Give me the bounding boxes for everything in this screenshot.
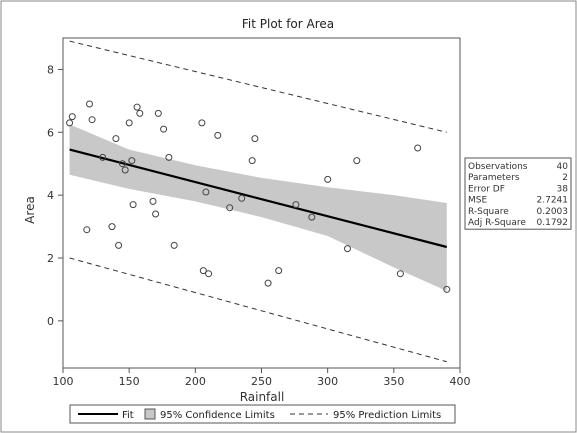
x-tick-label: 150 [119,375,140,388]
data-point [128,157,136,165]
data-point [165,153,173,161]
fit-line [69,148,448,249]
x-tick-label: 100 [53,375,74,388]
stats-value: 0.2003 [537,207,569,217]
x-tick-label: 250 [251,375,272,388]
data-point [129,201,137,209]
data-point [202,188,210,196]
stats-label: MSE [468,196,487,206]
data-point [112,135,120,143]
prediction-limit-lower [69,257,447,363]
data-point [86,100,93,108]
data-point [324,175,332,183]
stats-value: 40 [557,162,569,172]
data-point [160,125,168,133]
prediction-limit-upper [69,40,447,133]
fit-statistics-table: Observations 40 Parameters 2 Error DF 38 MSE 2.… [464,157,572,230]
data-point [251,135,259,143]
data-point [414,144,422,152]
stats-label: Adj R-Square [468,218,526,228]
data-point [170,241,178,249]
y-tick-label: 8 [47,63,54,76]
stats-label: Error DF [468,184,505,194]
data-point [136,109,144,117]
stats-label: R-Square [468,207,509,217]
data-point [152,210,160,218]
stats-box-border [464,157,572,230]
y-axis-title: Area [23,196,37,224]
legend-border [69,404,456,424]
legend: Fit 95% Confidence Limits 95% Prediction L… [69,404,456,424]
data-point [396,270,404,278]
data-point [66,119,74,127]
data-point [115,241,123,249]
data-point [68,113,76,121]
data-point [88,116,96,124]
data-point [125,119,133,127]
legend-fit-label: Fit [122,410,134,421]
data-point [308,213,316,221]
confidence-band [69,124,447,292]
stats-value: 0.1792 [537,218,569,228]
data-point [119,160,126,168]
legend-confidence-swatch [144,408,156,420]
data-point [214,131,222,139]
stats-label: Observations [468,162,528,172]
data-point [121,166,129,174]
stats-label: Parameters [468,173,520,183]
data-point [205,270,213,278]
data-point [149,197,157,205]
x-tick-label: 200 [185,375,206,388]
data-point [344,245,351,253]
plot-area: 100 150 200 250 300 350 400 0 2 4 6 8 [47,37,471,388]
data-point [226,204,234,212]
x-tick-label: 400 [450,375,471,388]
y-tick-label: 6 [47,126,54,139]
legend-confidence-label: 95% Confidence Limits [160,410,275,421]
data-point [238,194,246,202]
data-point [248,157,256,165]
x-tick-label: 350 [383,375,404,388]
y-tick-label: 2 [47,252,54,265]
x-axis-title: Rainfall [240,390,285,404]
data-point [133,103,141,111]
y-tick-label: 4 [47,189,54,202]
data-point [83,226,91,234]
data-point [198,119,206,127]
y-tick-label: 0 [47,315,54,328]
data-point [443,285,451,293]
chart-title: Fit Plot for Area [242,17,334,31]
data-point [199,267,207,275]
data-point [275,267,283,275]
legend-prediction-label: 95% Prediction Limits [333,410,441,421]
data-point [154,109,162,117]
stats-value: 2.7241 [537,196,569,206]
stats-value: 2 [562,173,568,183]
x-tick-label: 300 [317,375,338,388]
data-point [99,153,107,161]
data-point [353,157,361,165]
data-point [108,223,116,231]
stats-value: 38 [557,184,569,194]
data-point [264,279,272,287]
data-point [292,201,300,209]
